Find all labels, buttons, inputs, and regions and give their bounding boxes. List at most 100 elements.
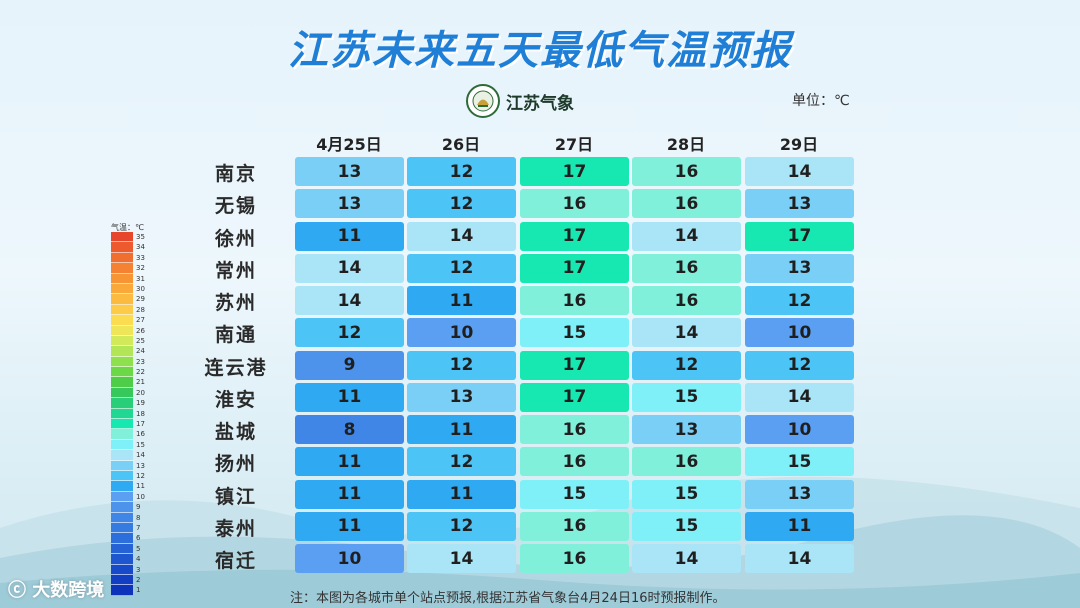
- temperature-cell: 16: [632, 447, 741, 477]
- legend-step: [111, 252, 133, 264]
- temperature-cell: 13: [407, 382, 516, 412]
- legend-tick-label: 15: [136, 440, 145, 449]
- watermark: ⓒ 大数跨境: [8, 576, 104, 602]
- legend-step: [111, 470, 133, 482]
- city-label: 淮安: [214, 388, 257, 411]
- legend-ticks: 35 34 33 32 31 30 29 28 27 26 25 24 23 22 21 20 19 18 17 16…: [136, 232, 156, 596]
- temperature-cell: 14: [295, 253, 404, 283]
- legend-tick-label: 19: [136, 399, 145, 408]
- temperature-cell: 16: [632, 286, 741, 315]
- legend-tick-label: 3: [136, 565, 141, 574]
- temperature-cell: 11: [295, 382, 404, 412]
- temperature-cell: 16: [520, 286, 629, 315]
- temperature-cell: 14: [407, 544, 516, 573]
- legend-step: [111, 335, 133, 347]
- legend-tick-label: 31: [136, 274, 145, 283]
- temperature-cell: 17: [520, 221, 629, 251]
- temperature-cell: 15: [632, 382, 741, 412]
- temperature-cell: 15: [520, 479, 629, 509]
- legend-step: [111, 273, 133, 284]
- temperature-legend: [111, 232, 133, 596]
- legend-step: [111, 356, 133, 368]
- temperature-cell: 12: [407, 350, 516, 380]
- legend-step: [111, 242, 133, 253]
- date-header: 4月25日: [316, 135, 382, 154]
- temperature-cell: 17: [520, 253, 629, 283]
- legend-step: [111, 429, 133, 440]
- temperature-cell: 14: [407, 221, 516, 251]
- watermark-text: 大数跨境: [32, 580, 105, 601]
- temperature-cell: 16: [632, 157, 741, 186]
- temperature-cell: 15: [632, 479, 741, 509]
- legend-step: [111, 522, 133, 534]
- temperature-cell: 11: [295, 447, 404, 477]
- legend-step: [111, 408, 133, 420]
- legend-tick-label: 2: [136, 575, 141, 584]
- temperature-cell: 11: [407, 415, 516, 444]
- temperature-cell: 9: [295, 350, 404, 380]
- city-label: 徐州: [214, 227, 257, 250]
- date-header: 26日: [441, 135, 481, 154]
- temperature-cell: 13: [745, 189, 854, 219]
- legend-tick-label: 7: [136, 523, 141, 532]
- legend-tick-label: 12: [136, 471, 145, 480]
- city-label: 泰州: [214, 517, 257, 540]
- background-hills: [0, 476, 1080, 608]
- legend-tick-label: 20: [136, 388, 145, 397]
- temperature-cell: 13: [745, 479, 854, 509]
- city-label: 宿迁: [214, 550, 257, 572]
- legend-tick-label: 24: [136, 347, 145, 356]
- legend-tick-label: 5: [136, 544, 141, 553]
- temperature-cell: 11: [407, 479, 516, 509]
- temperature-cell: 17: [520, 382, 629, 412]
- temperature-cell: 11: [295, 511, 404, 541]
- temperature-cell: 13: [632, 415, 741, 444]
- temperature-cell: 13: [295, 157, 404, 186]
- temperature-cell: 13: [745, 253, 854, 283]
- city-label: 南通: [214, 324, 257, 347]
- legend-tick-label: 26: [136, 326, 145, 335]
- legend-step: [111, 419, 133, 430]
- legend-tick-label: 13: [136, 461, 145, 470]
- legend-tick-label: 9: [136, 503, 141, 512]
- legend-tick-label: 27: [136, 316, 145, 325]
- temperature-cell: 16: [520, 447, 629, 477]
- temperature-cell: 14: [745, 544, 854, 573]
- temperature-cell: 16: [520, 189, 629, 219]
- legend-step: [111, 512, 133, 523]
- city-label: 苏州: [214, 292, 257, 314]
- footnote: 注：本图为各城市单个站点预报,根据江苏省气象台4月24日16时预报制作。: [290, 591, 726, 606]
- legend-step: [111, 533, 133, 544]
- legend-step: [111, 294, 133, 305]
- temperature-cell: 12: [745, 286, 854, 315]
- legend-tick-label: 29: [136, 295, 145, 304]
- legend-step: [111, 304, 133, 316]
- legend-step: [111, 554, 133, 565]
- legend-step: [111, 585, 133, 596]
- legend-tick-label: 30: [136, 284, 145, 293]
- legend-tick-label: 18: [136, 409, 145, 418]
- temperature-cell: 15: [745, 447, 854, 477]
- city-label: 南京: [214, 163, 257, 185]
- unit-label: 单位：℃: [792, 93, 850, 109]
- legend-step: [111, 283, 133, 295]
- legend-tick-label: 33: [136, 253, 145, 262]
- temperature-cell: 17: [520, 350, 629, 380]
- temperature-cell: 12: [407, 189, 516, 219]
- city-label: 镇江: [214, 485, 257, 508]
- legend-step: [111, 450, 133, 461]
- legend-step: [111, 387, 133, 399]
- temperature-cell: 10: [745, 415, 854, 444]
- legend-step: [111, 543, 133, 555]
- temperature-cell: 13: [295, 189, 404, 219]
- legend-tick-label: 6: [136, 534, 141, 543]
- temperature-cell: 16: [632, 189, 741, 219]
- temperature-cell: 12: [632, 350, 741, 380]
- date-header: 29日: [779, 135, 819, 154]
- temperature-cell: 14: [745, 157, 854, 186]
- city-label: 盐城: [214, 421, 257, 443]
- city-label: 无锡: [214, 195, 257, 218]
- temperature-cell: 16: [520, 544, 629, 573]
- legend-label: 气温：℃: [111, 223, 144, 232]
- legend-step: [111, 377, 133, 388]
